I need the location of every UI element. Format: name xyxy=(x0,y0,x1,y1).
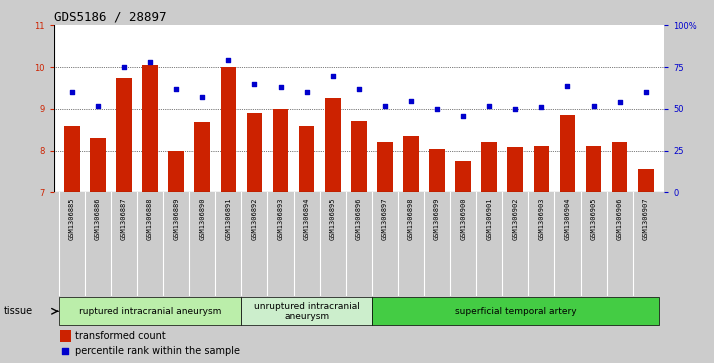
Text: GSM1306902: GSM1306902 xyxy=(513,197,518,240)
Point xyxy=(614,99,625,105)
Point xyxy=(59,348,71,354)
Text: GSM1306886: GSM1306886 xyxy=(95,197,101,240)
Bar xyxy=(429,148,445,192)
Text: GSM1306887: GSM1306887 xyxy=(121,197,127,240)
Point xyxy=(458,113,469,118)
Text: GSM1306897: GSM1306897 xyxy=(382,197,388,240)
Text: GSM1306894: GSM1306894 xyxy=(303,197,310,240)
Text: superficial temporal artery: superficial temporal artery xyxy=(455,307,576,316)
Bar xyxy=(456,161,471,192)
Text: GSM1306893: GSM1306893 xyxy=(278,197,283,240)
Text: unruptured intracranial
aneurysm: unruptured intracranial aneurysm xyxy=(253,302,360,321)
Text: GSM1306900: GSM1306900 xyxy=(460,197,466,240)
Point xyxy=(275,84,286,90)
Point xyxy=(171,86,182,92)
Text: GSM1306890: GSM1306890 xyxy=(199,197,205,240)
Point xyxy=(431,106,443,112)
Point xyxy=(301,89,312,95)
Text: GSM1306889: GSM1306889 xyxy=(174,197,179,240)
Bar xyxy=(533,147,549,192)
Text: GSM1306885: GSM1306885 xyxy=(69,197,75,240)
Text: GSM1306901: GSM1306901 xyxy=(486,197,492,240)
Text: GSM1306896: GSM1306896 xyxy=(356,197,362,240)
Text: GSM1306899: GSM1306899 xyxy=(434,197,440,240)
Bar xyxy=(90,138,106,192)
Text: GSM1306906: GSM1306906 xyxy=(617,197,623,240)
Point xyxy=(92,103,104,109)
Point xyxy=(119,64,130,70)
Bar xyxy=(508,147,523,192)
Point xyxy=(196,94,208,100)
Bar xyxy=(638,170,653,192)
Bar xyxy=(325,98,341,192)
Text: tissue: tissue xyxy=(4,306,33,316)
Text: GSM1306903: GSM1306903 xyxy=(538,197,544,240)
FancyBboxPatch shape xyxy=(59,297,241,325)
Bar xyxy=(221,67,236,192)
Bar xyxy=(246,113,262,192)
Text: ruptured intracranial aneurysm: ruptured intracranial aneurysm xyxy=(79,307,221,316)
Bar xyxy=(194,122,210,192)
Point xyxy=(66,89,78,95)
Bar xyxy=(560,115,575,192)
Bar xyxy=(298,126,314,192)
Point xyxy=(353,86,365,92)
Point xyxy=(640,89,651,95)
Bar xyxy=(612,142,628,192)
Text: GSM1306905: GSM1306905 xyxy=(590,197,597,240)
Text: GSM1306895: GSM1306895 xyxy=(330,197,336,240)
Bar xyxy=(142,65,158,192)
Bar xyxy=(377,142,393,192)
Point xyxy=(327,73,338,78)
Point xyxy=(588,103,599,109)
Point xyxy=(144,59,156,65)
Bar xyxy=(481,142,497,192)
Point xyxy=(562,83,573,89)
Text: percentile rank within the sample: percentile rank within the sample xyxy=(75,346,240,356)
Text: GSM1306904: GSM1306904 xyxy=(565,197,570,240)
Text: GSM1306907: GSM1306907 xyxy=(643,197,649,240)
FancyBboxPatch shape xyxy=(372,297,659,325)
Point xyxy=(379,103,391,109)
Point xyxy=(536,104,547,110)
Bar xyxy=(64,126,80,192)
Bar xyxy=(273,109,288,192)
Point xyxy=(223,58,234,64)
Text: transformed count: transformed count xyxy=(75,331,166,341)
Bar xyxy=(403,136,419,192)
Point xyxy=(483,103,495,109)
Point xyxy=(406,98,417,103)
Text: GDS5186 / 28897: GDS5186 / 28897 xyxy=(54,11,166,24)
Text: GSM1306898: GSM1306898 xyxy=(408,197,414,240)
Bar xyxy=(351,121,366,192)
Bar xyxy=(60,330,71,342)
Bar xyxy=(169,151,184,192)
Point xyxy=(248,81,260,87)
Text: GSM1306891: GSM1306891 xyxy=(226,197,231,240)
Text: GSM1306892: GSM1306892 xyxy=(251,197,258,240)
Bar xyxy=(585,146,601,192)
Text: GSM1306888: GSM1306888 xyxy=(147,197,153,240)
Point xyxy=(510,106,521,112)
FancyBboxPatch shape xyxy=(241,297,372,325)
Bar xyxy=(116,78,132,192)
